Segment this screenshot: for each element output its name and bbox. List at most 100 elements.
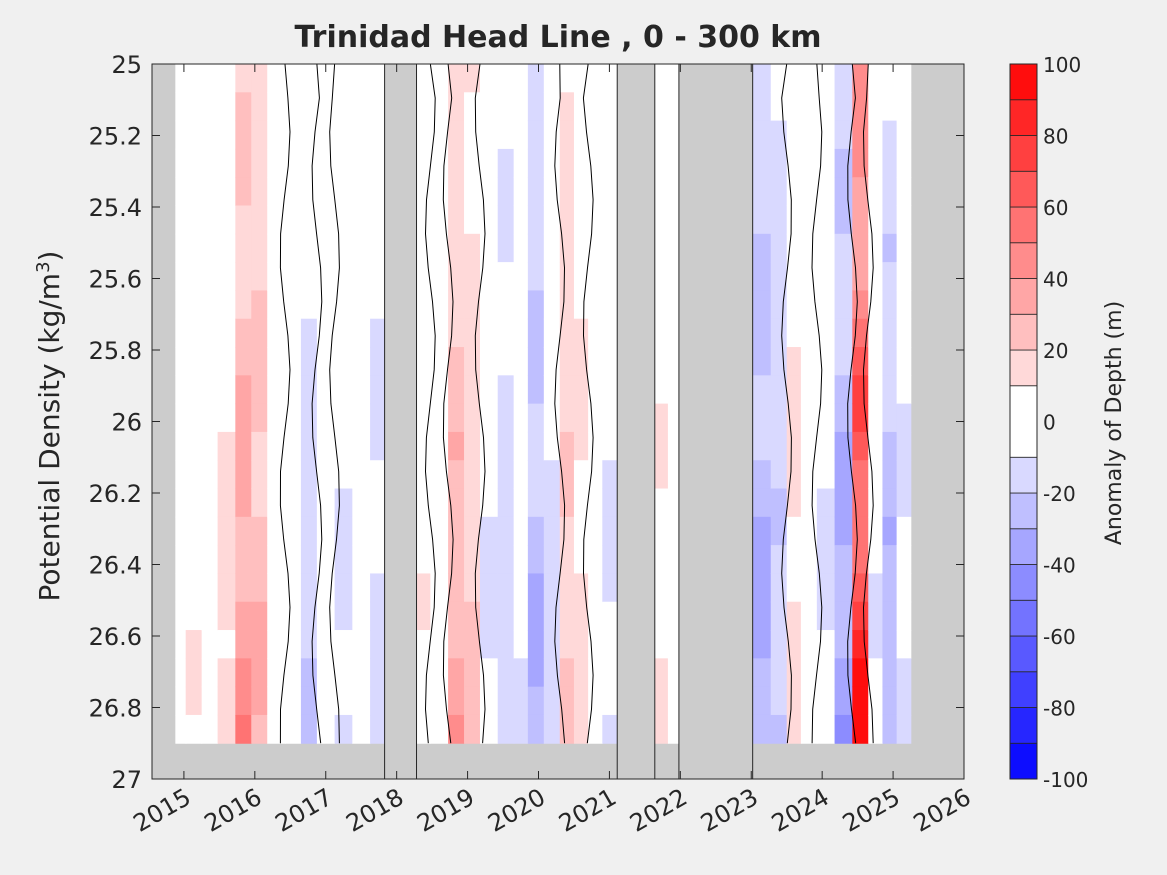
anomaly-cell <box>497 460 515 490</box>
anomaly-cell <box>559 375 575 405</box>
anomaly-cell <box>588 262 603 291</box>
anomaly-cell <box>284 630 302 659</box>
y-axis-label: Potential Density (kg/m3) <box>33 251 67 602</box>
anomaly-cell <box>882 148 898 178</box>
anomaly-cell <box>786 262 802 291</box>
anomaly-cell <box>185 403 203 433</box>
anomaly-cell <box>800 347 818 376</box>
anomaly-cell <box>770 375 788 405</box>
anomaly-cell <box>267 290 286 320</box>
anomaly-cell <box>513 375 529 405</box>
anomaly-cell <box>573 120 589 150</box>
anomaly-cell <box>786 177 802 207</box>
zero-contour-line <box>329 64 340 744</box>
anomaly-cell <box>543 205 561 235</box>
x-tick-label: 2023 <box>696 783 763 838</box>
anomaly-cell <box>316 601 336 631</box>
anomaly-cell <box>786 120 802 150</box>
anomaly-cell <box>479 148 499 178</box>
anomaly-cell <box>300 318 318 348</box>
anomaly-cell <box>479 431 499 461</box>
anomaly-cell <box>527 92 545 122</box>
anomaly-cell <box>816 488 836 518</box>
anomaly-cell <box>852 516 869 546</box>
anomaly-cell <box>588 686 603 716</box>
anomaly-cell <box>448 658 465 688</box>
anomaly-column <box>284 64 302 744</box>
anomaly-cell <box>284 545 302 574</box>
anomaly-cell <box>868 630 883 659</box>
anomaly-cell <box>284 177 302 207</box>
anomaly-cell <box>300 92 318 122</box>
anomaly-cell <box>559 460 575 490</box>
anomaly-cell <box>588 573 603 603</box>
colorbar: 100 80 60 40 20 0 -20 -40 -60 -80 -100 <box>1009 53 1088 792</box>
anomaly-cell <box>559 148 575 178</box>
anomaly-cell <box>185 460 203 490</box>
anomaly-cell <box>175 488 187 518</box>
anomaly-cell <box>834 148 853 178</box>
anomaly-cell <box>852 658 869 688</box>
anomaly-cell <box>527 205 545 235</box>
colorbar-swatch <box>1009 707 1038 744</box>
zero-contour-line <box>279 64 291 744</box>
y-axis-label-superscript: 3 <box>33 261 54 272</box>
anomaly-cell <box>896 460 912 490</box>
colorbar-tick-label: -80 <box>1043 697 1076 721</box>
anomaly-cell <box>464 375 481 405</box>
anomaly-cell <box>217 347 236 376</box>
anomaly-cell <box>185 148 203 178</box>
anomaly-cell <box>800 262 818 291</box>
anomaly-cell <box>868 658 883 688</box>
anomaly-cell <box>235 431 252 461</box>
anomaly-cell <box>479 92 499 122</box>
anomaly-cell <box>896 601 912 631</box>
anomaly-column <box>464 64 481 744</box>
anomaly-cell <box>217 233 236 263</box>
anomaly-cell <box>573 714 589 744</box>
anomaly-cell <box>513 262 529 291</box>
anomaly-cell <box>573 431 589 461</box>
anomaly-cell <box>316 148 336 178</box>
anomaly-cell <box>201 290 219 320</box>
y-axis-label-main: Potential Density (kg/m <box>33 273 66 602</box>
anomaly-cell <box>235 630 252 659</box>
anomaly-cell <box>185 573 203 603</box>
colorbar-tick-label: 60 <box>1043 196 1068 220</box>
anomaly-cell <box>527 318 545 348</box>
anomaly-cell <box>267 347 286 376</box>
anomaly-cell <box>448 177 465 207</box>
anomaly-cell <box>479 64 499 93</box>
anomaly-cell <box>882 516 898 546</box>
anomaly-cell <box>217 318 236 348</box>
anomaly-cell <box>543 262 561 291</box>
anomaly-cell <box>352 658 371 688</box>
anomaly-cell <box>430 630 449 659</box>
colorbar-swatch <box>1009 99 1038 136</box>
anomaly-cell <box>479 601 499 631</box>
anomaly-cell <box>513 601 529 631</box>
anomaly-cell <box>896 686 912 716</box>
anomaly-cell <box>770 233 788 263</box>
anomaly-cell <box>334 92 353 122</box>
anomaly-cell <box>300 120 318 150</box>
anomaly-cell <box>316 686 336 716</box>
anomaly-cell <box>527 148 545 178</box>
zero-contour-line <box>781 64 792 744</box>
anomaly-cell <box>284 205 302 235</box>
anomaly-cell <box>201 233 219 263</box>
anomaly-cell <box>588 177 603 207</box>
anomaly-cell <box>896 92 912 122</box>
anomaly-cell <box>448 92 465 122</box>
anomaly-cell <box>430 92 449 122</box>
y-tick-label: 25.6 <box>89 266 142 294</box>
anomaly-cell <box>300 347 318 376</box>
anomaly-cell <box>316 92 336 122</box>
x-tick-label: 2018 <box>341 783 408 838</box>
anomaly-cell <box>497 545 515 574</box>
anomaly-cell <box>896 516 912 546</box>
anomaly-cell <box>770 601 788 631</box>
anomaly-cell <box>800 205 818 235</box>
anomaly-cell <box>251 318 268 348</box>
anomaly-cell <box>868 64 883 93</box>
